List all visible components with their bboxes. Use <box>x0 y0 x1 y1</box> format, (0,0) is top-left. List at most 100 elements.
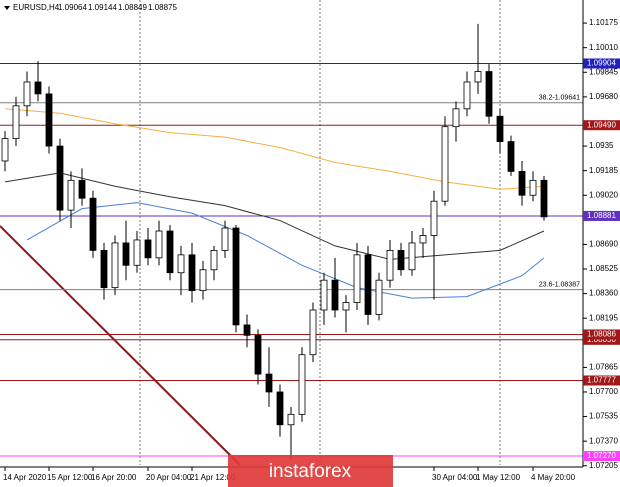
y-tick-label: 1.08525 <box>589 264 618 273</box>
x-tick-label: 4 May 20:00 <box>531 473 576 482</box>
candle-body <box>67 179 75 211</box>
y-tick-label: 1.09185 <box>589 166 618 175</box>
symbol-title: EURUSD,H4 <box>13 3 60 12</box>
candle-body <box>265 373 273 393</box>
moving-average <box>4 172 545 260</box>
candle-body <box>408 242 416 271</box>
candle-body <box>221 227 229 251</box>
level-label: 1.09490 <box>587 120 616 129</box>
candle-body <box>34 81 42 95</box>
candle-body <box>56 145 64 211</box>
candle-body <box>254 334 262 375</box>
candle-body <box>441 126 449 202</box>
candle-body <box>298 354 306 415</box>
candle-body <box>463 81 471 110</box>
level-label: 1.08086 <box>587 330 616 339</box>
candle-body <box>496 115 504 142</box>
candle-body <box>474 71 482 83</box>
y-tick-label: 1.07370 <box>589 436 618 445</box>
level-tag <box>583 210 620 221</box>
candle-body <box>331 279 339 311</box>
candle-body <box>320 279 328 311</box>
candle-body <box>23 81 31 107</box>
candle-body <box>89 197 97 251</box>
x-tick-label: 14 Apr 2020 <box>3 473 47 482</box>
header-close: 1.08875 <box>148 3 177 12</box>
level-label: 1.07270 <box>587 451 616 460</box>
candle-body <box>243 324 251 336</box>
candle-body <box>177 254 185 274</box>
candle-body <box>386 249 394 281</box>
moving-average <box>26 202 545 299</box>
menu-arrow <box>4 6 10 10</box>
candle-body <box>155 230 163 259</box>
candle-body <box>199 269 207 292</box>
x-tick-label: 30 Apr 04:00 <box>432 473 478 482</box>
candle-body <box>12 105 20 140</box>
level-tag <box>583 329 620 340</box>
candle-body <box>276 391 284 426</box>
level-tag <box>583 58 620 69</box>
candle-body <box>232 227 240 326</box>
level-tag <box>583 334 620 345</box>
candle-body <box>45 93 53 147</box>
y-tick-label: 1.08195 <box>589 313 618 322</box>
y-tick-label: 1.08360 <box>589 289 618 298</box>
x-tick-label: 16 Apr 20:00 <box>91 473 137 482</box>
level-label: 1.07777 <box>587 376 616 385</box>
price-axis-bg <box>583 0 620 487</box>
y-tick-label: 1.07865 <box>589 362 618 371</box>
candle-body <box>133 239 141 266</box>
y-tick-label: 1.07205 <box>589 461 618 470</box>
candle-body <box>78 179 86 199</box>
header-open: 1.09064 <box>58 3 87 12</box>
candle-body <box>210 249 218 271</box>
level-tag <box>583 120 620 131</box>
y-tick-label: 1.09845 <box>589 67 618 76</box>
y-tick-label: 1.10175 <box>589 18 618 27</box>
y-tick-label: 1.09020 <box>589 190 618 199</box>
y-tick-label: 1.10010 <box>589 43 618 52</box>
x-tick-label: 21 Apr 12:00 <box>190 473 236 482</box>
candle-body <box>419 235 427 244</box>
candle-body <box>540 179 548 218</box>
level-tag <box>583 375 620 386</box>
watermark-box <box>228 455 393 487</box>
candle-body <box>287 413 295 426</box>
x-tick-label: 1 May 12:00 <box>476 473 521 482</box>
y-tick-label: 1.09680 <box>589 92 618 101</box>
y-tick-label: 1.07700 <box>589 387 618 396</box>
candle-body <box>364 254 372 315</box>
plot-area: 38.2-1.09641 23.6-1.08387 <box>0 23 583 460</box>
candle-body <box>452 108 460 128</box>
candle-body <box>309 309 317 356</box>
candle-body <box>100 249 108 289</box>
candle-body <box>375 279 383 315</box>
level-label: 1.08881 <box>587 211 616 220</box>
candle-body <box>166 230 174 274</box>
candle-body <box>111 242 119 289</box>
axis-group: 1.10175 1.10010 1.09845 1.09680 1.0935 1.0918… <box>3 18 620 482</box>
candle-body <box>122 242 130 266</box>
candle-body <box>518 170 526 196</box>
x-tick-label: 15 Apr 12:00 <box>47 473 93 482</box>
candle-body <box>1 138 9 162</box>
moving-average <box>4 108 545 190</box>
level-label: 38.2-1.09641 <box>539 95 580 102</box>
watermark: instaforex <box>269 461 352 482</box>
candle-body <box>485 71 493 117</box>
candle-body <box>188 254 196 292</box>
trendline <box>0 225 241 466</box>
candle-body <box>397 249 405 271</box>
y-tick-label: 1.07535 <box>589 412 618 421</box>
level-label: 23.6-1.08387 <box>539 281 580 288</box>
level-tag <box>583 451 620 462</box>
header-high: 1.09144 <box>88 3 117 12</box>
candle-body <box>529 179 537 196</box>
header-low: 1.08849 <box>118 3 147 12</box>
candle-body <box>507 141 515 172</box>
x-tick-label: 20 Apr 04:00 <box>146 473 192 482</box>
candle-body <box>144 239 152 259</box>
y-tick-label: 1.08690 <box>589 240 618 249</box>
